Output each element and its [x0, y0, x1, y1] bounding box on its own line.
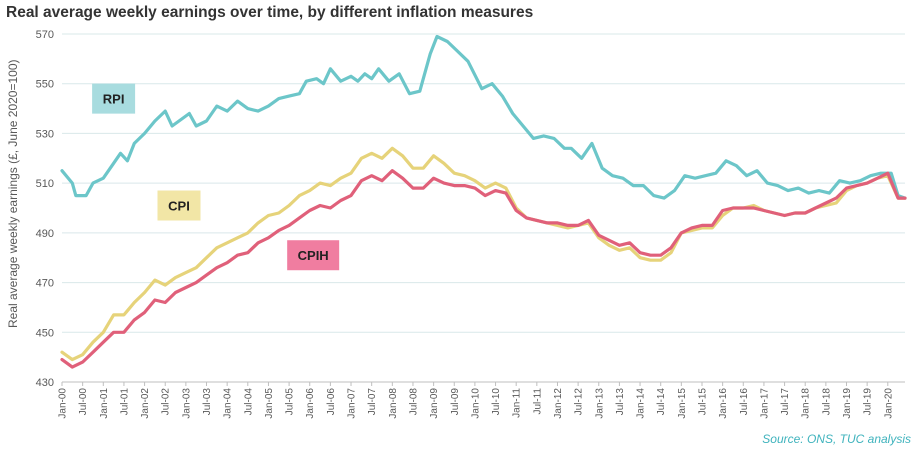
x-tick-label: Jan-03	[181, 388, 192, 419]
chart-title: Real average weekly earnings over time, …	[6, 4, 534, 21]
y-tick-label: 550	[36, 79, 54, 91]
x-tick-label: Jan-19	[842, 388, 853, 419]
x-tick-label: Jul-05	[285, 388, 296, 416]
x-tick-label: Jul-15	[697, 388, 708, 416]
x-tick-label: Jan-15	[677, 388, 688, 419]
x-tick-label: Jan-06	[305, 388, 316, 419]
series-label-cpih: CPIH	[298, 248, 329, 263]
x-tick-label: Jul-06	[326, 388, 337, 416]
y-tick-label: 510	[36, 178, 54, 190]
series-line-cpi	[60, 146, 907, 362]
x-tick-label: Jul-17	[780, 388, 791, 416]
series-label-cpi: CPI	[168, 199, 190, 214]
x-tick-label: Jul-11	[532, 388, 543, 415]
x-tick-label: Jan-18	[801, 388, 812, 419]
x-tick-label: Jan-10	[470, 388, 481, 419]
y-tick-label: 470	[36, 278, 54, 290]
x-tick-label: Jul-04	[243, 388, 254, 416]
x-tick-label: Jan-14	[636, 388, 647, 419]
series-labels: RPI CPI CPIH	[92, 83, 340, 271]
y-axis-ticks: 430 450 470 490 510 530 550 570	[36, 29, 54, 389]
x-tick-label: Jan-05	[264, 388, 275, 419]
x-tick-label: Jan-12	[553, 388, 564, 419]
y-tick-label: 530	[36, 128, 54, 140]
x-tick-label: Jul-14	[656, 388, 667, 416]
y-tick-label: 490	[36, 228, 54, 240]
x-tick-label: Jul-16	[739, 388, 750, 416]
y-tick-label: 430	[36, 377, 54, 389]
y-tick-label: 450	[36, 327, 54, 339]
x-tick-label: Jan-17	[759, 388, 770, 419]
x-tick-label: Jan-11	[512, 388, 523, 418]
x-tick-label: Jan-07	[347, 388, 358, 419]
x-tick-label: Jan-08	[388, 388, 399, 419]
series-label-box-rpi	[92, 83, 136, 114]
series-label-box-cpi	[157, 190, 201, 221]
source-note: Source: ONS, TUC analysis	[762, 432, 911, 446]
x-tick-label: Jul-09	[450, 388, 461, 416]
x-tick-label: Jul-00	[78, 388, 89, 416]
series-label-rpi: RPI	[103, 92, 125, 107]
x-tick-label: Jul-01	[119, 388, 130, 416]
x-tick-label: Jul-19	[863, 388, 874, 416]
x-tick-label: Jul-12	[574, 388, 585, 416]
series-label-box-cpih	[287, 240, 340, 271]
x-tick-label: Jan-16	[718, 388, 729, 419]
x-tick-label: Jul-07	[367, 388, 378, 416]
x-tick-label: Jan-20	[883, 388, 894, 419]
series-line-cpih	[60, 169, 907, 369]
y-tick-label: 570	[36, 29, 54, 41]
x-tick-label: Jul-10	[491, 388, 502, 416]
gridlines	[62, 33, 905, 383]
x-tick-label: Jul-02	[161, 388, 172, 416]
x-tick-label: Jan-02	[140, 388, 151, 419]
x-tick-label: Jan-13	[594, 388, 605, 419]
x-tick-label: Jul-18	[821, 388, 832, 416]
x-tick-label: Jul-03	[202, 388, 213, 416]
x-tick-label: Jan-09	[429, 388, 440, 419]
x-tick-label: Jan-04	[223, 388, 234, 419]
series-line-rpi	[60, 34, 907, 200]
x-tick-label: Jul-13	[615, 388, 626, 416]
x-tick-label: Jan-00	[58, 388, 69, 419]
series-lines	[60, 34, 907, 369]
x-tick-label: Jul-08	[408, 388, 419, 416]
x-axis: Jan-00 Jul-00 Jan-01 Jul-01 Jan-02 Jul-02 Jan-…	[58, 382, 894, 419]
x-tick-label: Jan-01	[99, 388, 110, 419]
